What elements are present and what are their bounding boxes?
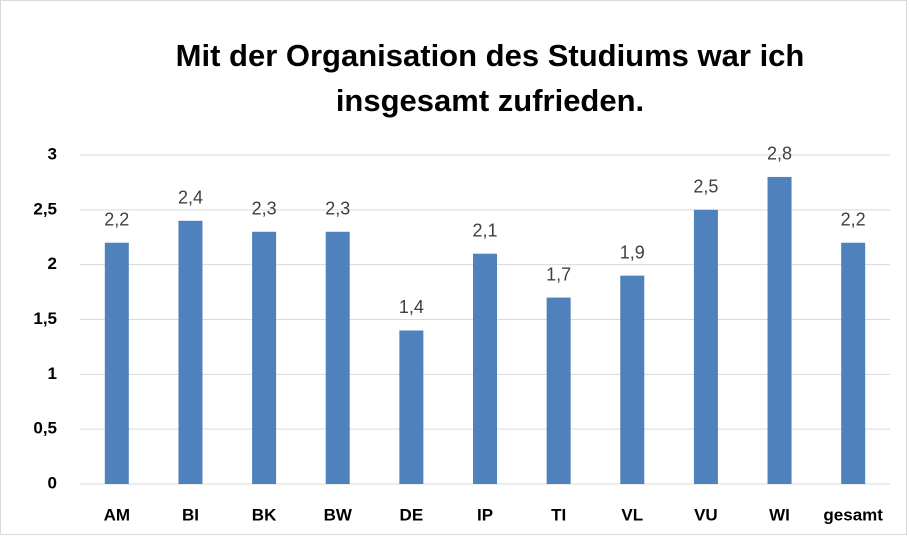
value-label: 2,4 <box>178 188 203 208</box>
bar <box>767 176 792 484</box>
x-tick-label: VL <box>621 505 643 524</box>
bar <box>178 220 203 485</box>
value-label: 2,3 <box>252 199 277 219</box>
y-tick-label: 2 <box>48 254 57 273</box>
x-tick-label: AM <box>104 505 130 524</box>
value-label: 2,3 <box>325 199 350 219</box>
x-tick-label: WI <box>769 505 790 524</box>
x-tick-label: IP <box>477 505 493 524</box>
bar <box>693 209 718 485</box>
bar <box>104 242 129 484</box>
bar <box>325 231 350 484</box>
bar <box>620 275 645 484</box>
y-tick-label: 2,5 <box>33 199 57 218</box>
value-label: 1,4 <box>399 297 424 317</box>
value-label: 2,8 <box>767 144 792 164</box>
x-tick-label: BK <box>252 505 277 524</box>
bar <box>399 330 424 484</box>
value-label: 1,7 <box>546 264 571 284</box>
bar <box>252 231 277 484</box>
y-tick-label: 1 <box>48 364 57 383</box>
x-tick-label: VU <box>694 505 718 524</box>
x-tick-label: TI <box>551 505 566 524</box>
value-label: 2,5 <box>693 177 718 197</box>
chart-title: insgesamt zufrieden. <box>336 83 644 118</box>
y-tick-label: 1,5 <box>33 309 57 328</box>
bar <box>546 297 571 484</box>
x-tick-label: gesamt <box>823 505 883 524</box>
bar <box>841 242 866 484</box>
x-tick-label: DE <box>400 505 424 524</box>
chart-title: Mit der Organisation des Studiums war ic… <box>176 38 805 73</box>
bar <box>473 253 497 484</box>
y-tick-label: 0,5 <box>33 419 57 438</box>
value-label: 2,1 <box>472 220 497 240</box>
value-label: 2,2 <box>841 209 866 229</box>
x-tick-label: BI <box>182 505 199 524</box>
x-tick-label: BW <box>324 505 353 524</box>
y-tick-label: 3 <box>48 144 57 163</box>
value-label: 2,2 <box>104 209 129 229</box>
value-label: 1,9 <box>620 242 645 262</box>
y-tick-label: 0 <box>48 473 57 492</box>
